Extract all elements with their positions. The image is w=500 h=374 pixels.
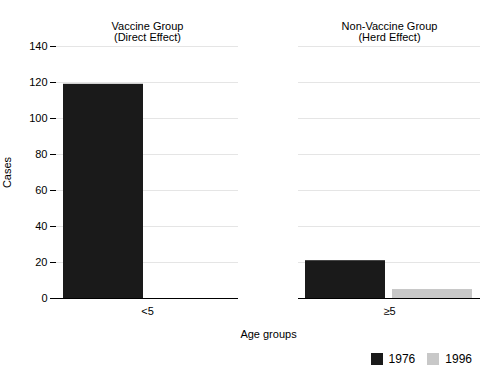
svg-text:80: 80 [35,148,47,160]
svg-text:≥5: ≥5 [383,305,395,317]
svg-text:Vaccine Group(Direct Effect): Vaccine Group(Direct Effect) [112,20,184,43]
svg-text:Cases: Cases [1,156,13,188]
svg-text:140: 140 [29,40,47,52]
svg-text:20: 20 [35,256,47,268]
svg-text:0: 0 [41,292,47,304]
svg-text:Non-Vaccine Group(Herd Effect): Non-Vaccine Group(Herd Effect) [342,20,438,43]
svg-text:40: 40 [35,220,47,232]
svg-text:60: 60 [35,184,47,196]
html-text:1996: 1996 [445,351,472,366]
html-text:1976: 1976 [388,351,416,366]
svg-text:Age groups: Age groups [240,328,297,340]
svg-text:100: 100 [29,112,47,124]
svg-text:<5: <5 [141,305,154,317]
svg-text:120: 120 [29,76,47,88]
